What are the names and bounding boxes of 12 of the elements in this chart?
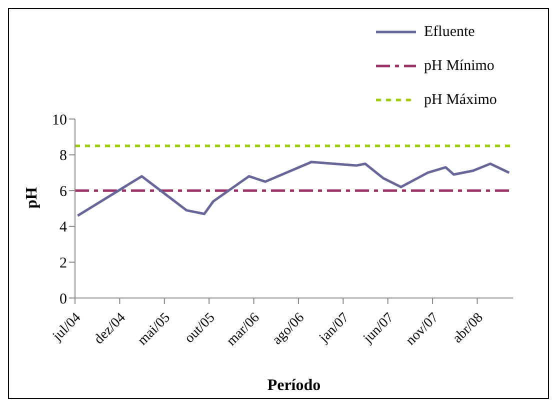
y-tick-label: 0 [60,291,67,308]
y-tick-label: 10 [52,112,67,128]
y-tick-label: 2 [60,256,67,272]
line-series [76,160,510,217]
y-tick-label: 8 [60,148,67,164]
legend-label: Efluente [424,24,476,40]
y-tick-label: 6 [60,184,68,200]
legend-label: pH Mínimo [424,58,496,74]
x-axis-title: Período [267,377,321,394]
legend-label: pH Máximo [424,92,498,108]
y-tick-label: 4 [60,220,68,236]
y-axis-title: pH [24,186,41,208]
